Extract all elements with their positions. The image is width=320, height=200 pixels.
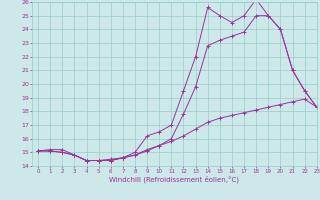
X-axis label: Windchill (Refroidissement éolien,°C): Windchill (Refroidissement éolien,°C) xyxy=(109,175,239,183)
